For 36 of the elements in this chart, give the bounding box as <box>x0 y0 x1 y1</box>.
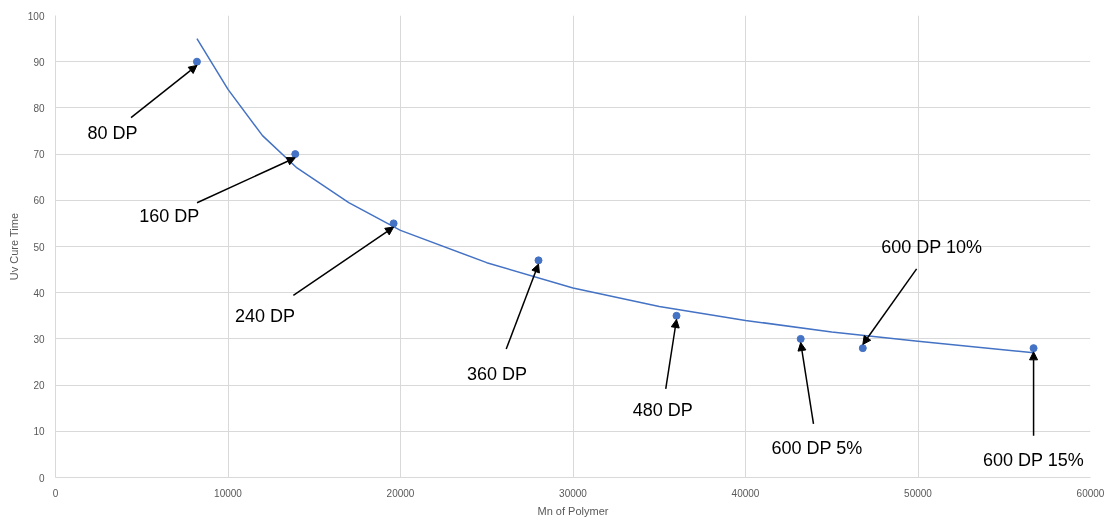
y-tick-label: 90 <box>33 56 45 68</box>
point <box>389 219 398 228</box>
annotation: 600 DP 15% <box>983 450 1084 471</box>
x-tick-label: 60000 <box>1076 487 1105 499</box>
y-tick-label: 40 <box>33 287 45 299</box>
annotation: 600 DP 10% <box>881 236 983 257</box>
y-tick-label: 80 <box>33 102 45 114</box>
point <box>291 150 300 159</box>
annotation: 80 DP <box>87 123 138 144</box>
point <box>796 334 805 343</box>
annotation: 360 DP <box>467 364 528 385</box>
y-tick-label: 60 <box>33 195 45 207</box>
x-tick-label: 20000 <box>386 487 415 499</box>
y-tick-label: 10 <box>33 426 45 438</box>
annotation: 240 DP <box>235 305 296 326</box>
x-tick-label: 30000 <box>559 487 588 499</box>
x-axis-title: Mn of Polymer <box>537 504 609 517</box>
annotation: 160 DP <box>139 206 200 227</box>
annotation: 600 DP 5% <box>771 437 863 458</box>
annotation: 480 DP <box>632 399 693 420</box>
x-tick-label: 40000 <box>731 487 760 499</box>
point <box>672 311 681 320</box>
point <box>1029 344 1038 353</box>
y-tick-label: 100 <box>27 10 45 22</box>
point <box>192 57 201 66</box>
y-tick-label: 0 <box>38 472 45 484</box>
y-tick-label: 70 <box>33 149 45 161</box>
x-tick-label: 0 <box>52 487 59 499</box>
y-tick-label: 20 <box>33 380 45 392</box>
y-tick-label: 50 <box>33 241 45 253</box>
x-tick-label: 10000 <box>214 487 243 499</box>
x-tick-label: 50000 <box>904 487 933 499</box>
y-tick-label: 30 <box>33 333 45 345</box>
point <box>858 344 867 353</box>
point <box>534 256 543 265</box>
y-axis-title: Uv Cure Time <box>7 212 20 281</box>
